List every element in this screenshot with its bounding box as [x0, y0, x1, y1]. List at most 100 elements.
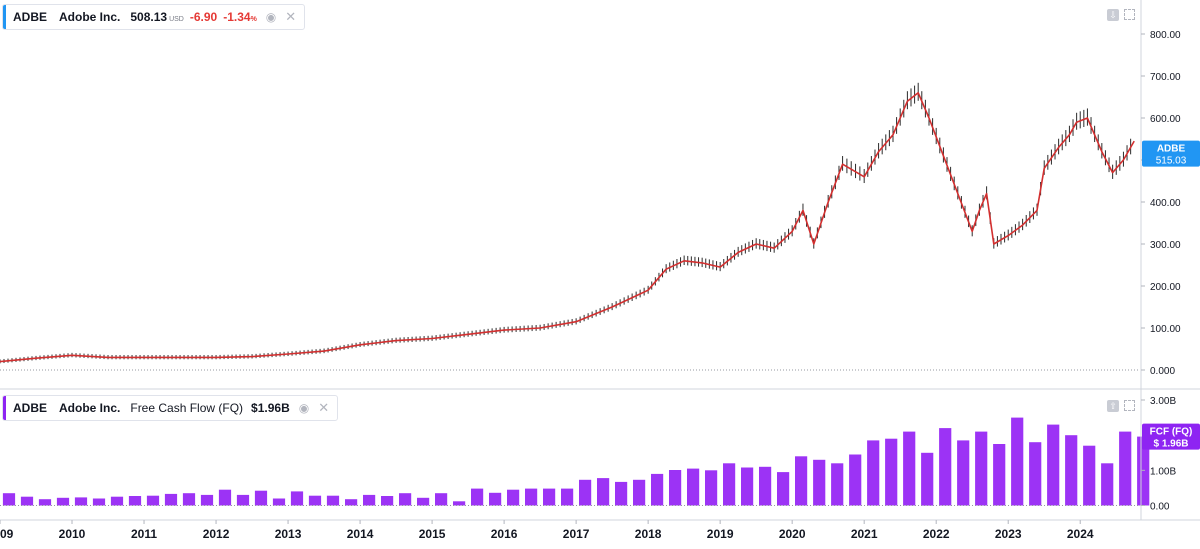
fcf-bar: [669, 470, 682, 506]
price-tick-label: 100.00: [1150, 324, 1181, 335]
fcf-bar: [182, 493, 196, 506]
fcf-bar: [1137, 436, 1150, 506]
fcf-bar: [687, 468, 700, 506]
fcf-bar: [435, 493, 448, 506]
price-tag-value: 515.03: [1156, 156, 1187, 167]
time-tick-label: 2019: [707, 527, 734, 541]
company-name: Adobe Inc.: [59, 401, 121, 415]
currency-label: USD: [169, 15, 184, 23]
fcf-bar: [74, 497, 88, 506]
time-axis-labels[interactable]: 09 2010 2011 2012 2013 2014 2015 2016 2017 2018 20…: [0, 520, 1094, 541]
close-icon[interactable]: ✕: [318, 400, 330, 415]
fullscreen-icon[interactable]: [1124, 9, 1135, 20]
price-tag-bg: [1142, 140, 1200, 167]
fcf-bar: [489, 492, 502, 506]
price-change-percent: -1.34%: [223, 10, 257, 24]
eye-slash-icon[interactable]: ◉: [265, 10, 277, 24]
fcf-bar: [345, 499, 358, 506]
fcf-bar: [615, 481, 628, 506]
fcf-bar: [56, 497, 70, 506]
fcf-bar: [92, 498, 106, 506]
fcf-bar: [110, 496, 124, 506]
fcf-bar: [993, 444, 1006, 506]
fcf-pane-controls: ⇧: [1107, 400, 1135, 412]
fcf-bar: [525, 488, 538, 506]
price-tick-label: 800.00: [1150, 30, 1181, 41]
fcf-bar: [633, 479, 646, 506]
metric-label: Free Cash Flow (FQ): [130, 401, 244, 415]
fcf-bar: [218, 489, 232, 506]
close-icon[interactable]: ✕: [285, 9, 297, 24]
fcf-bar: [1047, 424, 1060, 506]
time-tick-label: 2021: [851, 527, 878, 541]
price-pane-controls: ⇩: [1107, 9, 1135, 21]
price-tick-label: 200.00: [1150, 282, 1181, 293]
fcf-bar: [957, 440, 970, 506]
fcf-bar: [1119, 431, 1132, 506]
fcf-last-value-tag: FCF (FQ)$ 1.96B: [1142, 423, 1200, 450]
fcf-bar: [759, 466, 772, 506]
company-name: Adobe Inc.: [59, 10, 121, 24]
fcf-bar: [20, 496, 34, 506]
fcf-bar: [453, 501, 466, 506]
time-tick-label: 09: [0, 527, 14, 541]
fcf-bar: [579, 479, 592, 506]
fullscreen-icon[interactable]: [1124, 400, 1135, 411]
fcf-bar: [867, 440, 880, 506]
symbol-label[interactable]: ADBE: [13, 401, 48, 415]
fcf-bar: [939, 428, 952, 506]
fcf-bar: [128, 496, 142, 506]
fcf-bar: [705, 470, 718, 506]
fcf-tick-label: 0.00: [1150, 502, 1170, 513]
price-tick-label: 700.00: [1150, 72, 1181, 83]
time-tick-label: 2013: [275, 527, 302, 541]
price-change: -6.90: [189, 10, 218, 24]
fcf-bar: [1101, 463, 1114, 506]
fcf-bar: [777, 472, 790, 506]
time-tick-label: 2017: [563, 527, 590, 541]
fcf-bar: [254, 490, 268, 506]
fcf-bar: [200, 494, 214, 506]
fcf-bar: [38, 499, 52, 506]
time-tick-label: 2023: [995, 527, 1022, 541]
fcf-axis-labels[interactable]: 3.00B 1.00B 0.00: [1141, 396, 1176, 513]
fcf-bar: [326, 495, 340, 506]
fcf-bar: [1011, 417, 1024, 506]
collapse-icon[interactable]: ⇧: [1107, 400, 1119, 412]
fcf-bar: [1065, 435, 1078, 506]
fcf-bar: [849, 454, 862, 506]
time-tick-label: 2022: [923, 527, 950, 541]
time-tick-label: 2010: [59, 527, 86, 541]
fcf-bar: [723, 463, 736, 506]
fcf-bar: [1029, 442, 1042, 506]
fcf-tick-label: 1.00B: [1150, 466, 1176, 477]
fcf-bar: [921, 452, 934, 506]
price-axis-labels[interactable]: 800.00700.00600.00500.00400.00300.00200.…: [1141, 30, 1181, 377]
download-icon[interactable]: ⇩: [1107, 9, 1119, 21]
time-tick-label: 2015: [419, 527, 446, 541]
price-legend[interactable]: ADBE Adobe Inc. 508.13 USD -6.90 -1.34% …: [2, 4, 306, 30]
time-tick-label: 2020: [779, 527, 806, 541]
time-tick-label: 2024: [1067, 527, 1094, 541]
fcf-bar: [597, 478, 610, 506]
fcf-bar: [741, 467, 754, 506]
symbol-label[interactable]: ADBE: [13, 10, 48, 24]
fcf-legend[interactable]: ADBE Adobe Inc. Free Cash Flow (FQ) $1.9…: [2, 395, 339, 421]
fcf-tick-label: 3.00B: [1150, 396, 1176, 407]
price-tag-symbol: ADBE: [1157, 144, 1186, 155]
fcf-bar: [146, 495, 160, 506]
metric-value: $1.96B: [251, 401, 290, 415]
price-tick-label: 0.000: [1150, 366, 1175, 377]
fcf-bar: [363, 494, 376, 506]
fcf-tag-value: $ 1.96B: [1153, 439, 1188, 450]
time-tick-label: 2016: [491, 527, 518, 541]
fcf-bar: [543, 488, 556, 506]
time-tick-label: 2018: [635, 527, 662, 541]
price-wicks: [0, 82, 1132, 364]
eye-slash-icon[interactable]: ◉: [298, 401, 310, 415]
fcf-bar: [471, 488, 484, 506]
fcf-bar: [308, 495, 322, 506]
fcf-bar: [507, 489, 520, 506]
time-tick-label: 2014: [347, 527, 374, 541]
fcf-bar: [399, 493, 412, 506]
